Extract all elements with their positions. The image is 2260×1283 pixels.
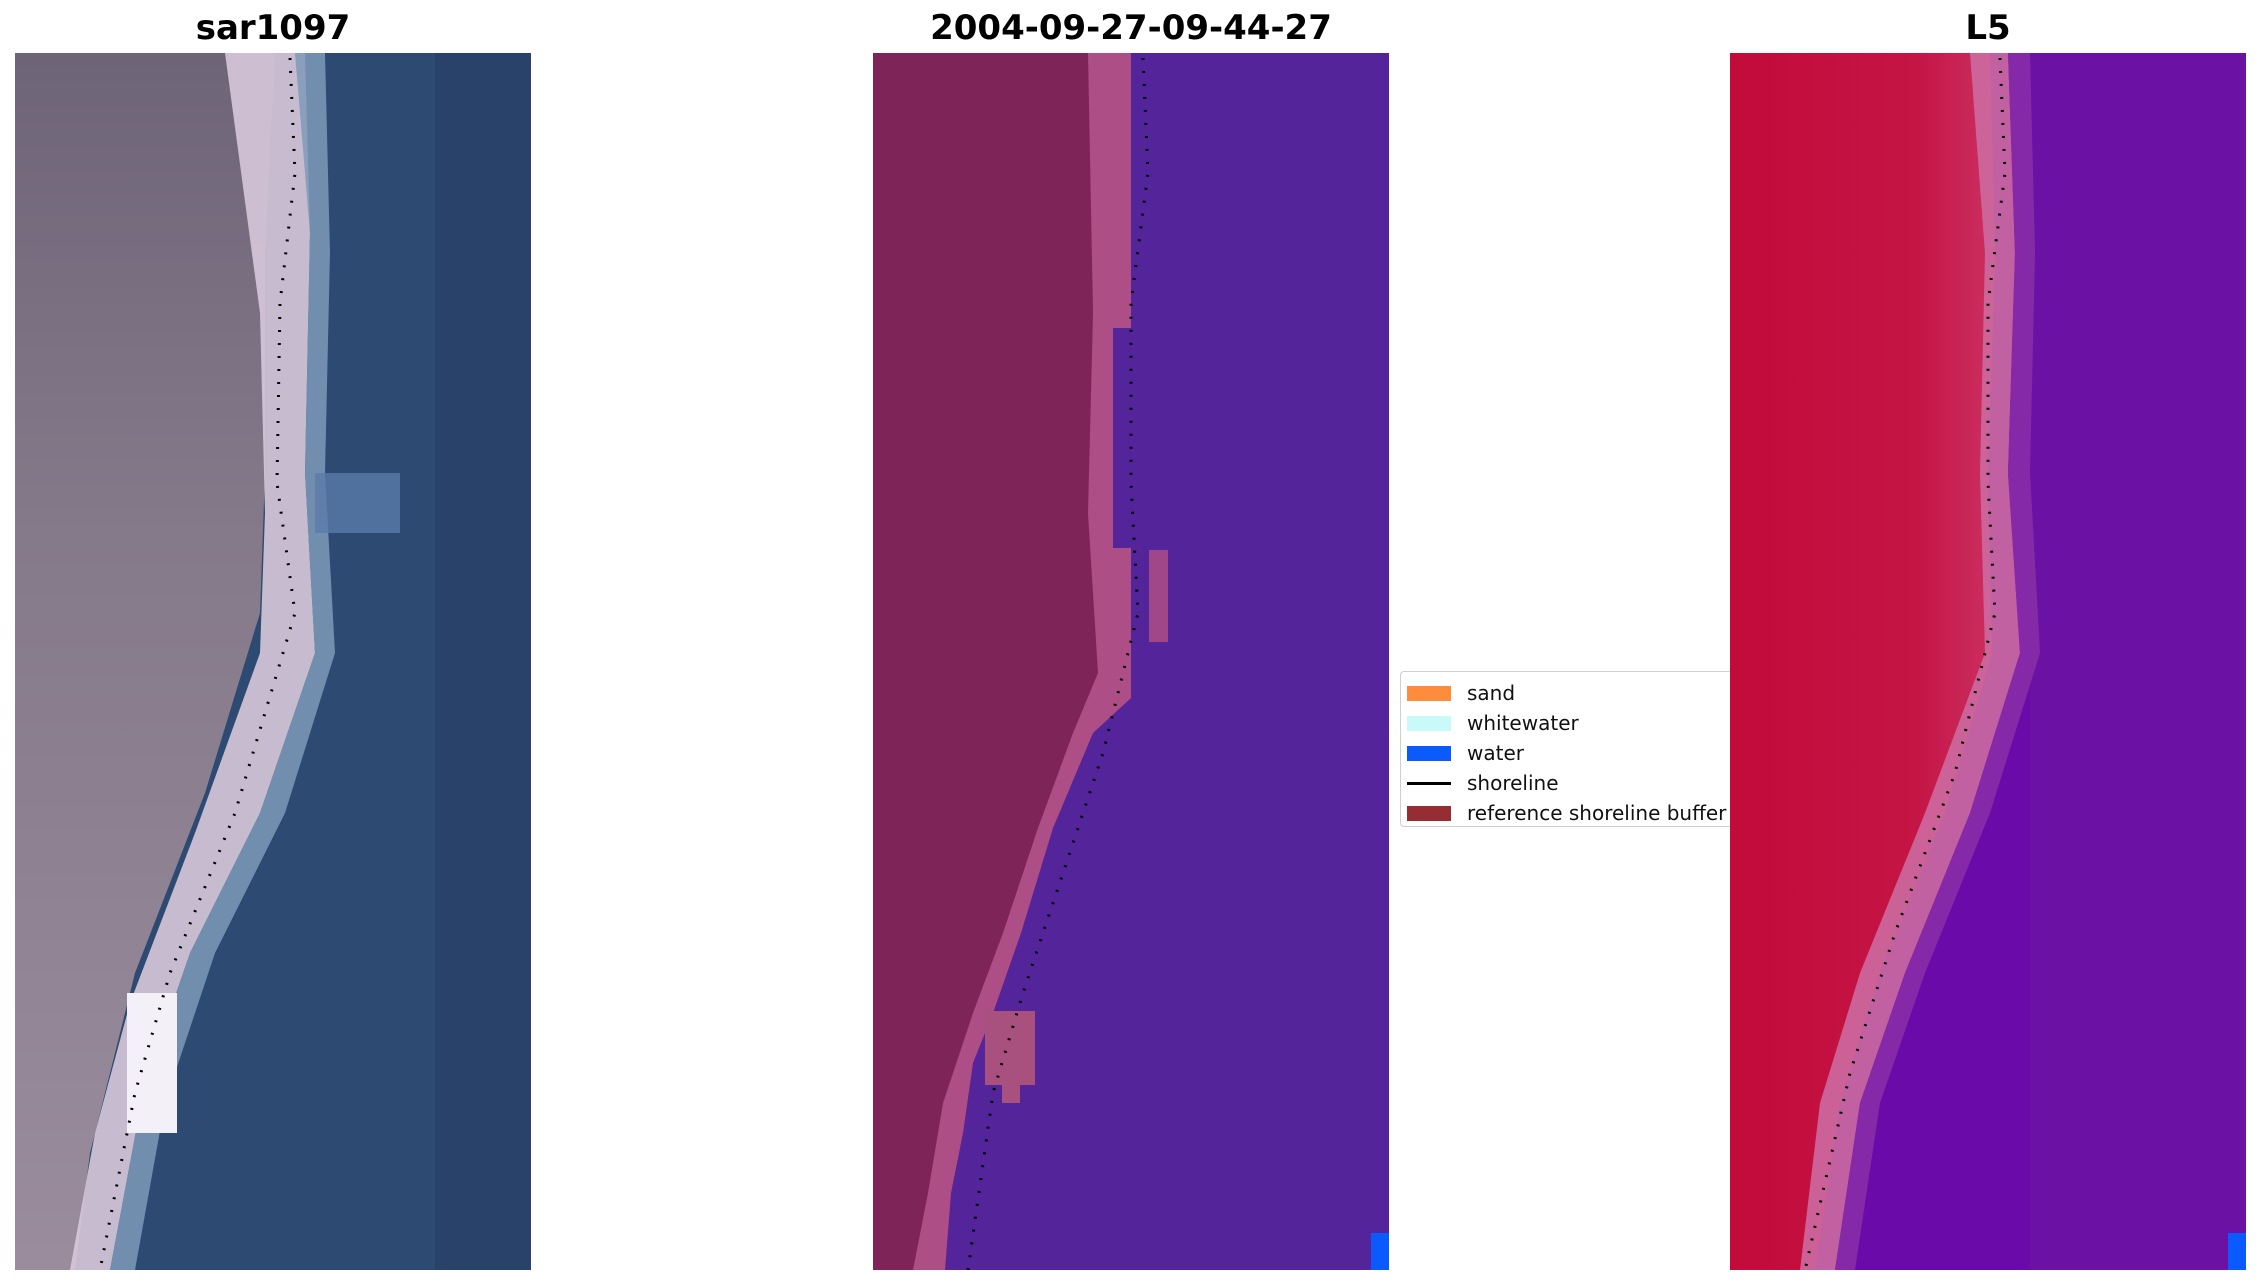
index-image xyxy=(1730,53,2246,1270)
shoreline-line-swatch xyxy=(1407,781,1451,785)
index-image-panel xyxy=(1730,53,2246,1270)
water-swatch xyxy=(1407,745,1451,761)
classified-image xyxy=(873,53,1389,1270)
reference-buffer-swatch xyxy=(1407,805,1451,821)
legend-item-sand: sand xyxy=(1407,678,1740,708)
legend-item-water: water xyxy=(1407,738,1740,768)
legend-label: water xyxy=(1467,741,1524,765)
legend: sand whitewater water shoreline referenc… xyxy=(1400,671,1740,827)
legend-label: sand xyxy=(1467,681,1516,705)
legend-item-shoreline: shoreline xyxy=(1407,768,1740,798)
panel-title-index: L5 xyxy=(1965,8,2011,48)
panel-title-classified: 2004-09-27-09-44-27 xyxy=(930,8,1332,48)
rgb-image xyxy=(15,53,531,1270)
legend-item-whitewater: whitewater xyxy=(1407,708,1740,738)
rgb-image-panel xyxy=(15,53,531,1270)
legend-label: whitewater xyxy=(1467,711,1579,735)
legend-label: shoreline xyxy=(1467,771,1559,795)
sand-swatch xyxy=(1407,685,1451,701)
legend-label: reference shoreline buffer xyxy=(1467,801,1727,825)
panel-title-rgb: sar1097 xyxy=(195,8,351,48)
whitewater-swatch xyxy=(1407,715,1451,731)
legend-item-reference-buffer: reference shoreline buffer xyxy=(1407,798,1740,826)
classified-image-panel xyxy=(873,53,1389,1270)
